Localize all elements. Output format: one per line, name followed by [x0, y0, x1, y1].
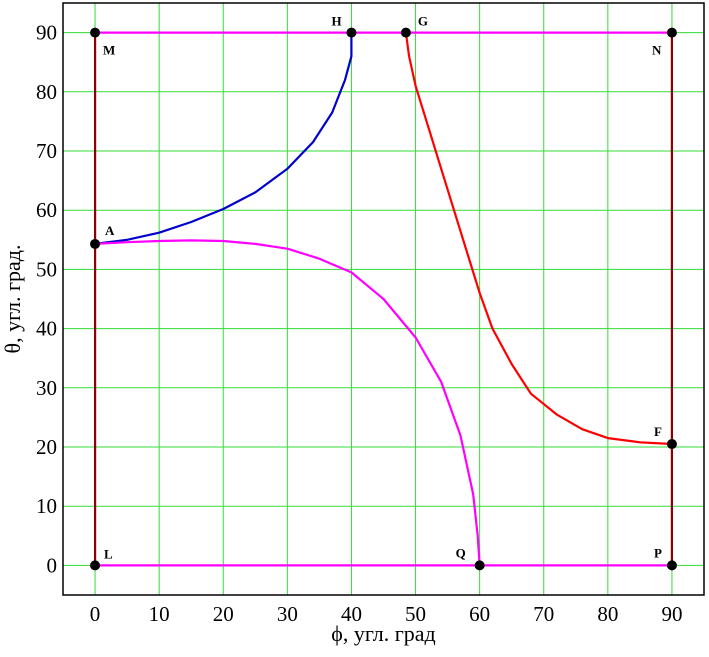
points: M H G N A F L Q P — [90, 14, 677, 571]
plot-frame — [62, 2, 705, 596]
x-tick-label: 10 — [149, 602, 170, 626]
point-marker — [400, 27, 411, 38]
point-label: N — [652, 43, 662, 58]
x-tick-label: 50 — [405, 602, 426, 626]
y-tick-label: 70 — [36, 139, 57, 163]
x-tick-label: 80 — [597, 602, 618, 626]
y-axis-label: θ, угл. град. — [0, 245, 25, 354]
point-marker — [666, 560, 677, 571]
y-tick-label: 60 — [36, 198, 57, 222]
x-axis-label: ϕ, угл. град — [331, 621, 435, 646]
series-line — [404, 31, 674, 446]
x-tick-label: 60 — [469, 602, 490, 626]
point-marker — [90, 560, 101, 571]
point-label: G — [418, 14, 428, 29]
y-tick-label: 90 — [36, 21, 57, 45]
y-tick-label: 50 — [36, 257, 57, 281]
point-marker — [474, 560, 485, 571]
y-tick-label: 30 — [36, 376, 57, 400]
y-tick-label: 40 — [36, 317, 57, 341]
y-tick-labels: 0 10 20 30 40 50 60 70 80 90 — [36, 21, 57, 578]
point-label: M — [103, 43, 115, 58]
point-label: F — [654, 424, 662, 439]
point-label: A — [105, 223, 115, 238]
point-label: Q — [456, 545, 466, 560]
y-tick-label: 80 — [36, 80, 57, 104]
y-tick-label: 10 — [36, 494, 57, 518]
point-label: H — [331, 14, 341, 29]
x-tick-label: 70 — [533, 602, 554, 626]
x-tick-label: 20 — [213, 602, 234, 626]
series-line — [93, 239, 481, 567]
x-tick-label: 40 — [341, 602, 362, 626]
point-label: L — [104, 546, 113, 561]
x-tick-label: 90 — [661, 602, 682, 626]
y-tick-label: 0 — [47, 553, 58, 577]
point-marker — [666, 439, 677, 450]
series — [93, 31, 674, 567]
x-tick-label: 0 — [90, 602, 101, 626]
point-label: P — [654, 545, 662, 560]
point-marker — [346, 27, 357, 38]
point-marker — [666, 27, 677, 38]
point-marker — [90, 238, 101, 249]
y-tick-label: 20 — [36, 435, 57, 459]
x-tick-label: 30 — [277, 602, 298, 626]
point-marker — [90, 27, 101, 38]
series-line — [93, 31, 353, 245]
x-tick-labels: 0 10 20 30 40 50 60 70 80 90 — [90, 602, 683, 626]
